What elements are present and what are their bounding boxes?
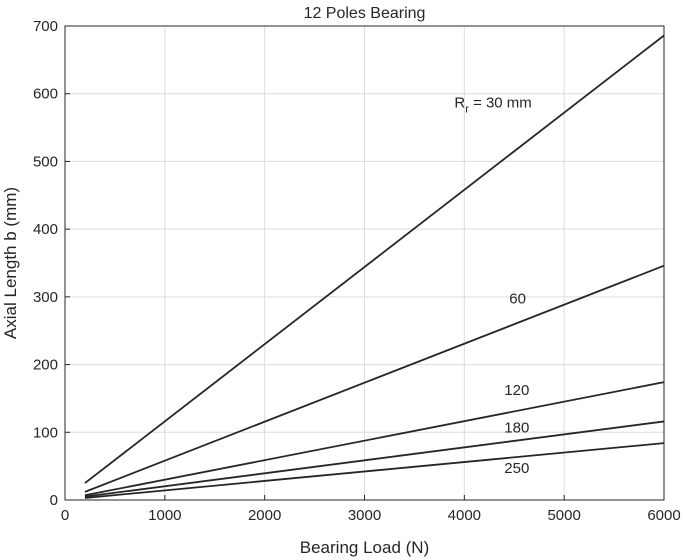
y-tick-label: 700 [33,18,58,35]
x-tick-label: 3000 [348,507,381,524]
series-label: 180 [504,419,529,436]
x-tick-label: 2000 [248,507,281,524]
series-line [84,420,665,498]
series-label: 60 [509,291,526,308]
chart-title: 12 Poles Bearing [304,5,426,22]
x-tick-label: 0 [61,507,69,524]
series-label: 120 [504,382,529,399]
series-label: 250 [504,460,529,477]
series-label-subscript: r [465,103,469,115]
ticks: 0 1000 2000 3000 4000 5000 6000 0 100 200 300 400 50… [33,18,681,524]
x-tick-label: 4000 [448,507,481,524]
y-tick-label: 100 [33,424,58,441]
x-tick-label: 6000 [647,507,680,524]
y-axis-label: Axial Length b (mm) [1,187,20,339]
x-tick-label: 5000 [547,507,580,524]
y-tick-label: 0 [50,492,58,509]
y-tick-label: 500 [33,153,58,170]
series-line [84,442,665,499]
series-line [84,264,665,493]
grid [64,25,665,501]
series-line [84,381,665,497]
y-tick-label: 600 [33,86,58,103]
series-lines [84,34,665,499]
series-label: Rr = 30 mm [454,94,531,115]
x-axis-label: Bearing Load (N) [300,538,429,557]
y-tick-label: 300 [33,289,58,306]
x-tick-label: 1000 [148,507,181,524]
y-tick-label: 400 [33,221,58,238]
series-line [84,34,665,484]
y-tick-label: 200 [33,357,58,374]
series-annotations: Rr = 30 mm 60 120 180 250 [454,94,531,477]
